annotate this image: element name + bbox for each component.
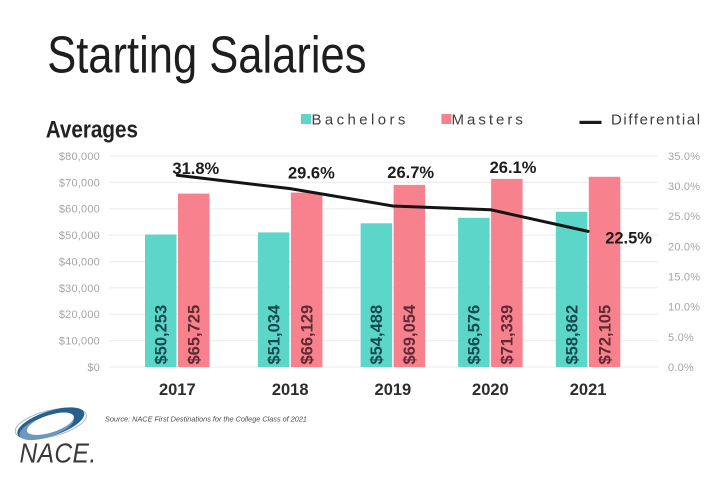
svg-text:$60,000: $60,000 <box>59 204 100 216</box>
svg-text:$71,339: $71,339 <box>499 305 517 365</box>
svg-text:2020: 2020 <box>472 381 509 399</box>
svg-text:15.0%: 15.0% <box>668 272 700 284</box>
svg-text:2019: 2019 <box>375 381 412 399</box>
svg-text:Bachelors: Bachelors <box>312 111 409 128</box>
svg-text:$54,488: $54,488 <box>368 305 386 365</box>
svg-text:$69,054: $69,054 <box>401 304 419 364</box>
svg-text:$40,000: $40,000 <box>59 256 100 268</box>
svg-text:Masters: Masters <box>452 111 526 128</box>
svg-text:Averages: Averages <box>46 116 138 143</box>
svg-text:Differential: Differential <box>611 111 702 128</box>
svg-text:$70,000: $70,000 <box>59 177 100 189</box>
svg-text:26.1%: 26.1% <box>490 159 537 177</box>
svg-text:NACE.: NACE. <box>20 437 97 469</box>
svg-text:$80,000: $80,000 <box>59 151 100 163</box>
svg-text:2021: 2021 <box>570 381 607 399</box>
svg-text:$51,034: $51,034 <box>266 304 284 364</box>
svg-text:22.5%: 22.5% <box>605 229 652 247</box>
svg-text:$10,000: $10,000 <box>59 336 100 348</box>
svg-text:2017: 2017 <box>159 381 196 399</box>
svg-text:5.0%: 5.0% <box>668 332 694 344</box>
svg-text:$56,576: $56,576 <box>466 305 484 365</box>
svg-text:$0: $0 <box>87 362 100 374</box>
svg-text:Starting Salaries: Starting Salaries <box>47 27 366 84</box>
svg-text:$30,000: $30,000 <box>59 283 100 295</box>
svg-text:$50,253: $50,253 <box>153 305 171 365</box>
svg-text:0.0%: 0.0% <box>668 362 694 374</box>
svg-text:31.8%: 31.8% <box>172 160 219 178</box>
svg-text:26.7%: 26.7% <box>387 164 434 182</box>
svg-text:$66,129: $66,129 <box>299 305 317 365</box>
svg-text:$65,725: $65,725 <box>186 305 204 365</box>
svg-text:$58,862: $58,862 <box>563 305 581 365</box>
svg-text:$20,000: $20,000 <box>59 309 100 321</box>
svg-text:Source: NACE First Destination: Source: NACE First Destinations for the … <box>105 415 307 424</box>
svg-text:35.0%: 35.0% <box>668 151 700 163</box>
svg-text:2018: 2018 <box>272 381 309 399</box>
svg-text:$50,000: $50,000 <box>59 230 100 242</box>
svg-text:10.0%: 10.0% <box>668 302 700 314</box>
svg-text:25.0%: 25.0% <box>668 211 700 223</box>
svg-text:20.0%: 20.0% <box>668 241 700 253</box>
svg-text:$72,105: $72,105 <box>596 305 614 365</box>
svg-text:30.0%: 30.0% <box>668 181 700 193</box>
svg-text:29.6%: 29.6% <box>288 164 335 182</box>
